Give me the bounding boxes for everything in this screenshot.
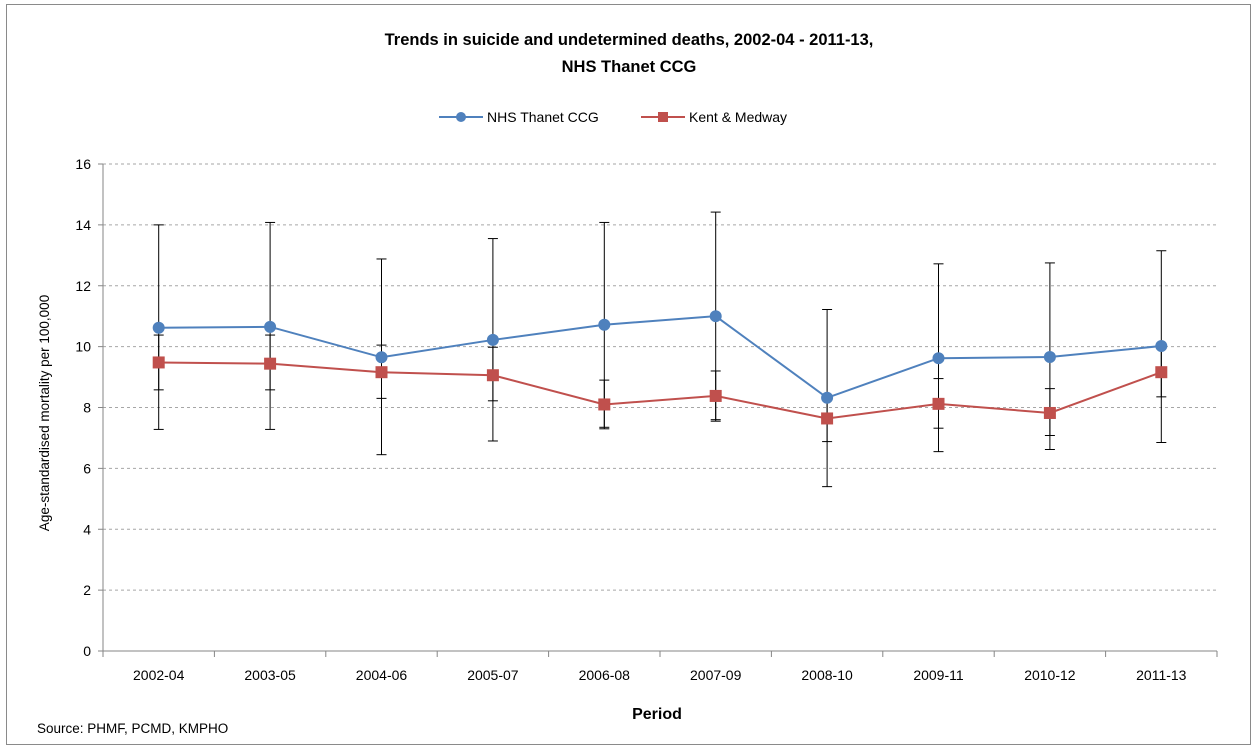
- data-point: [598, 318, 611, 331]
- y-tick-label: 0: [83, 643, 91, 659]
- data-point: [598, 398, 611, 411]
- x-tick-label: 2010-12: [1024, 667, 1076, 683]
- data-point: [932, 397, 945, 410]
- x-tick-label: 2005-07: [467, 667, 519, 683]
- data-point: [709, 389, 722, 402]
- x-tick-label: 2003-05: [244, 667, 296, 683]
- legend-label-0: NHS Thanet CCG: [487, 109, 599, 125]
- data-point: [821, 412, 834, 425]
- x-tick-label: 2011-13: [1136, 667, 1187, 683]
- data-point: [709, 310, 722, 323]
- y-axis: 0 2 4 6 8 10 12 14 16: [75, 156, 104, 659]
- data-point: [1043, 350, 1056, 363]
- chart-title-line1: Trends in suicide and undetermined death…: [385, 31, 874, 49]
- error-bars: [153, 211, 1167, 488]
- series-line-1: [158, 361, 1162, 420]
- chart-frame: Trends in suicide and undetermined death…: [6, 4, 1251, 745]
- x-tick-label: 2006-08: [579, 667, 631, 683]
- data-point: [1043, 406, 1056, 419]
- y-tick-label: 12: [75, 278, 91, 294]
- legend: NHS Thanet CCG Kent & Medway: [439, 109, 787, 125]
- x-tick-label: 2008-10: [801, 667, 853, 683]
- data-point: [821, 391, 834, 404]
- data-point: [486, 369, 499, 382]
- x-axis-title: Period: [632, 706, 682, 723]
- y-tick-label: 8: [83, 400, 91, 416]
- data-point: [264, 357, 277, 370]
- data-point: [1155, 366, 1168, 379]
- x-axis: 2002-04 2003-05 2004-06 2005-07 2006-08 2007-…: [102, 650, 1218, 683]
- legend-label-1: Kent & Medway: [689, 109, 787, 125]
- chart-title-line2: NHS Thanet CCG: [562, 58, 697, 76]
- y-tick-label: 16: [75, 156, 91, 172]
- y-axis-title: Age-standardised mortality per 100,000: [37, 295, 52, 531]
- data-point: [486, 333, 499, 346]
- legend-marker-0: [456, 112, 466, 122]
- data-point: [932, 352, 945, 365]
- x-tick-label: 2009-11: [913, 667, 964, 683]
- source-note: Source: PHMF, PCMD, KMPHO: [37, 721, 228, 736]
- series-layer: [152, 310, 1168, 425]
- data-point: [1155, 340, 1168, 353]
- legend-marker-1: [658, 112, 668, 122]
- y-tick-label: 14: [75, 217, 91, 233]
- x-tick-label: 2004-06: [356, 667, 408, 683]
- series-line-0: [158, 315, 1162, 399]
- y-tick-label: 10: [75, 339, 91, 355]
- data-point: [375, 366, 388, 379]
- y-tick-label: 4: [83, 521, 91, 537]
- chart-svg: Trends in suicide and undetermined death…: [37, 31, 1218, 736]
- data-point: [152, 321, 165, 334]
- y-tick-label: 2: [83, 582, 91, 598]
- x-tick-label: 2007-09: [690, 667, 742, 683]
- data-point: [152, 356, 165, 369]
- data-point: [264, 320, 277, 333]
- y-tick-label: 6: [83, 460, 91, 476]
- data-point: [375, 351, 388, 364]
- x-tick-label: 2002-04: [133, 667, 185, 683]
